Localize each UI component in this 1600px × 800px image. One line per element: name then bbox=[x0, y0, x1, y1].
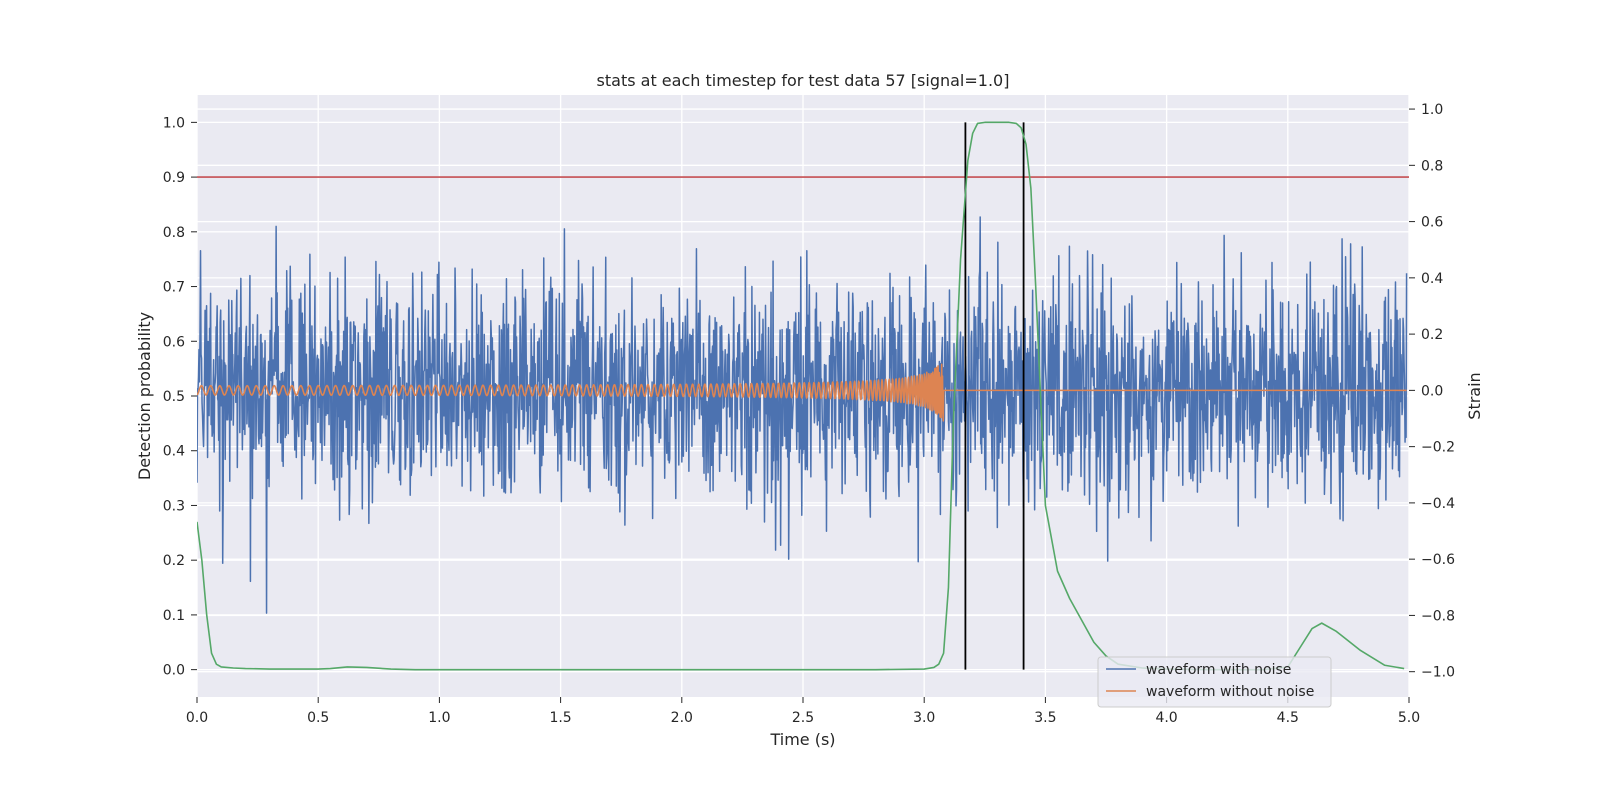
y-axis-right-label: Strain bbox=[1465, 372, 1484, 419]
y-right-tick-label: −1.0 bbox=[1421, 665, 1455, 681]
x-tick-label: 2.0 bbox=[671, 710, 693, 726]
y-right-tick-label: −0.2 bbox=[1421, 440, 1455, 456]
legend: waveform with noise waveform without noi… bbox=[1097, 656, 1332, 708]
y-right-tick-label: 0.8 bbox=[1421, 158, 1443, 174]
x-tick-label: 0.0 bbox=[186, 710, 208, 726]
y-tick-label: 0.1 bbox=[163, 608, 185, 624]
y-right-tick-label: 1.0 bbox=[1421, 102, 1443, 118]
x-tick-label: 4.5 bbox=[1277, 710, 1299, 726]
y-axis-label: Detection probability bbox=[135, 312, 154, 480]
y-tick-label: 0.6 bbox=[163, 334, 185, 350]
y-tick-label: 0.3 bbox=[163, 498, 185, 514]
x-tick-label: 1.5 bbox=[549, 710, 571, 726]
legend-entry-waveform-without-noise: waveform without noise bbox=[1146, 684, 1314, 700]
y-right-tick-label: −0.4 bbox=[1421, 496, 1455, 512]
y-tick-label: 0.8 bbox=[163, 225, 185, 241]
y-right-tick-label: 0.4 bbox=[1421, 271, 1443, 287]
x-axis-label: Time (s) bbox=[769, 730, 835, 749]
chart-title: stats at each timestep for test data 57 … bbox=[597, 71, 1010, 90]
x-tick-label: 3.0 bbox=[913, 710, 935, 726]
x-tick-label: 2.5 bbox=[792, 710, 814, 726]
y-right-tick-label: −0.8 bbox=[1421, 608, 1455, 624]
x-tick-label: 0.5 bbox=[307, 710, 329, 726]
y-tick-label: 0.5 bbox=[163, 389, 185, 405]
y-right-tick-label: 0.2 bbox=[1421, 327, 1443, 343]
legend-entry-waveform-with-noise: waveform with noise bbox=[1146, 662, 1291, 678]
x-tick-label: 5.0 bbox=[1398, 710, 1420, 726]
x-tick-label: 3.5 bbox=[1034, 710, 1056, 726]
y-tick-label: 0.7 bbox=[163, 280, 185, 296]
x-tick-label: 4.0 bbox=[1155, 710, 1177, 726]
y-tick-label: 0.2 bbox=[163, 553, 185, 569]
y-tick-label: 1.0 bbox=[163, 115, 185, 131]
y-tick-label: 0.4 bbox=[163, 444, 185, 460]
y-tick-label: 0.9 bbox=[163, 170, 185, 186]
legend-box bbox=[1097, 656, 1332, 708]
axes-layer: 0.0 0.5 1.0 1.5 2.0 2.5 3.0 3.5 4.0 4.5 5.0 0.0 0.1 0… bbox=[163, 102, 1455, 726]
series-waveform-with-noise bbox=[197, 216, 1408, 614]
y-right-tick-label: −0.6 bbox=[1421, 552, 1455, 568]
x-tick-label: 1.0 bbox=[428, 710, 450, 726]
y-tick-label: 0.0 bbox=[163, 663, 185, 679]
y-right-tick-label: 0.6 bbox=[1421, 215, 1443, 231]
series-waveform-without-noise bbox=[197, 363, 1407, 422]
y-right-tick-label: 0.0 bbox=[1421, 383, 1443, 399]
